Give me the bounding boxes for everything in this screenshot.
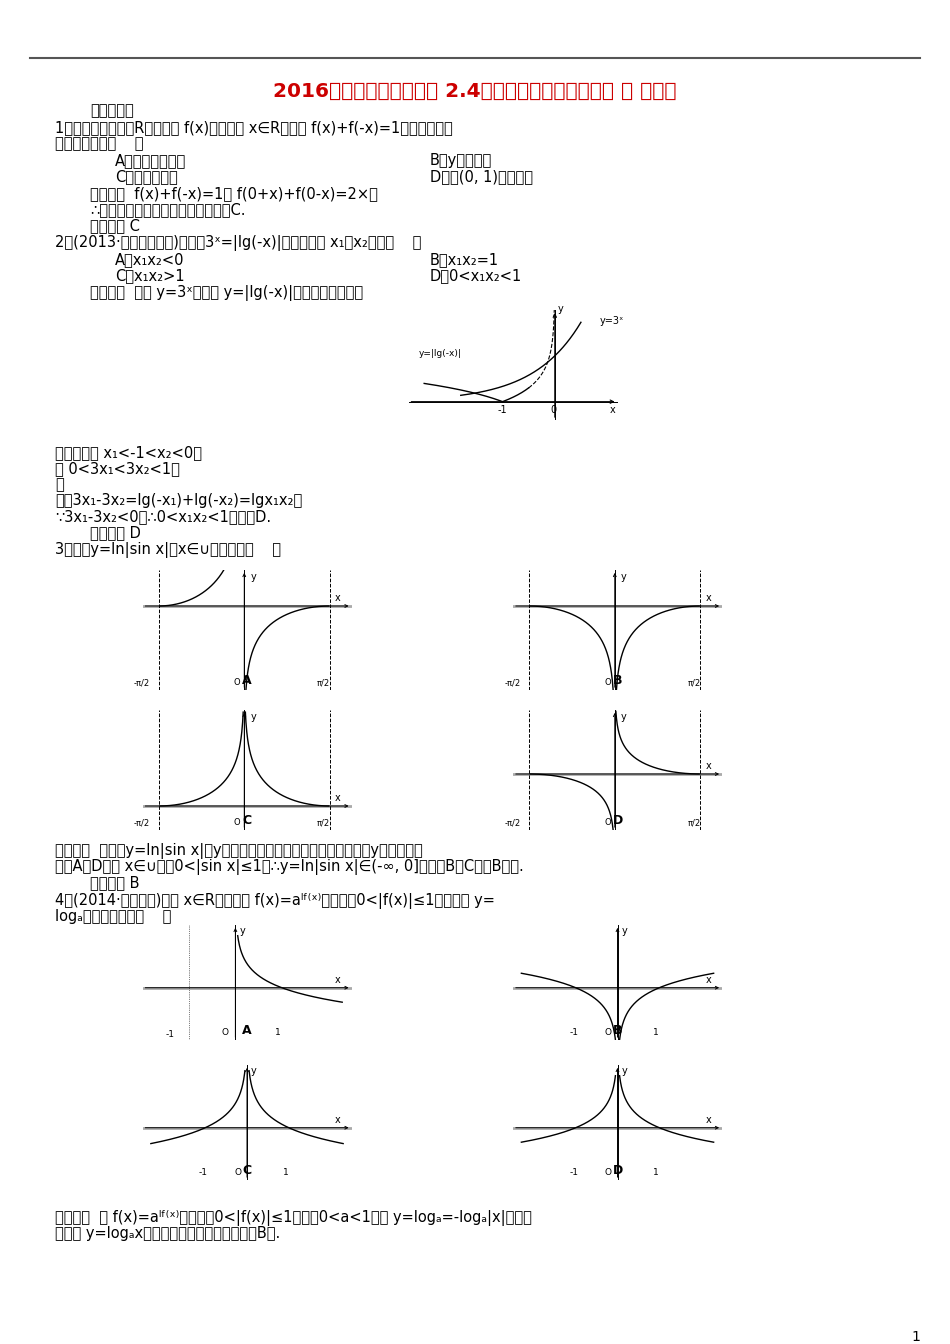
- Text: 1: 1: [911, 1331, 920, 1344]
- Text: 3．函数y=ln|sin x|，x∈∪的图象是（    ）: 3．函数y=ln|sin x|，x∈∪的图象是（ ）: [55, 542, 281, 558]
- Text: B: B: [613, 1024, 622, 1038]
- Text: x: x: [334, 593, 340, 603]
- Text: x: x: [705, 761, 711, 771]
- Text: y: y: [251, 711, 256, 722]
- Text: 0: 0: [551, 405, 557, 415]
- Text: A: A: [242, 1024, 252, 1038]
- Text: O: O: [604, 818, 611, 827]
- Text: 一、选择题: 一、选择题: [90, 103, 134, 118]
- Text: B: B: [613, 673, 622, 687]
- Text: O: O: [234, 818, 240, 827]
- Text: 1: 1: [653, 1028, 658, 1038]
- Text: x: x: [705, 1116, 711, 1125]
- Text: π/2: π/2: [688, 679, 701, 687]
- Text: ∵3x₁-3x₂<0，∴0<x₁x₂<1，故选D.: ∵3x₁-3x₂<0，∴0<x₁x₂<1，故选D.: [55, 509, 271, 524]
- Text: 1: 1: [653, 1168, 658, 1177]
- Text: 4．(2014·武汉模拟)若当 x∈R时，函数 f(x)=aˡᶠ⁽ˣ⁾始终满足0<|f(x)|≤1，则函数 y=: 4．(2014·武汉模拟)若当 x∈R时，函数 f(x)=aˡᶠ⁽ˣ⁾始终满足0…: [55, 892, 495, 909]
- Text: 则 0<3x₁<3x₂<1，: 则 0<3x₁<3x₂<1，: [55, 461, 180, 476]
- Text: y: y: [621, 1066, 627, 1077]
- Text: -π/2: -π/2: [504, 679, 521, 687]
- Text: 【解析】  由 f(x)=aˡᶠ⁽ˣ⁾始终满足0<|f(x)|≤1，可知0<a<1，且 y=logₐ=-logₐ|x|，即可: 【解析】 由 f(x)=aˡᶠ⁽ˣ⁾始终满足0<|f(x)|≤1，可知0<a<1…: [55, 1210, 532, 1226]
- Text: -π/2: -π/2: [504, 818, 521, 827]
- Text: y: y: [251, 1066, 256, 1077]
- Text: 以作出 y=logₐx的图象后通过变换得到，故选B项.: 以作出 y=logₐx的图象后通过变换得到，故选B项.: [55, 1226, 280, 1241]
- Text: 1: 1: [275, 1028, 280, 1038]
- Text: D．0<x₁x₂<1: D．0<x₁x₂<1: [430, 267, 522, 284]
- Text: -π/2: -π/2: [134, 818, 150, 827]
- Text: y: y: [558, 304, 563, 314]
- Text: -1: -1: [569, 1028, 579, 1038]
- Text: ∴函数图象关于点成中心对称，故选C.: ∴函数图象关于点成中心对称，故选C.: [90, 202, 245, 216]
- Text: -1: -1: [199, 1168, 208, 1177]
- Text: A: A: [242, 673, 252, 687]
- Text: D: D: [613, 1164, 622, 1177]
- Text: O: O: [605, 1168, 612, 1177]
- Text: 【答案】 C: 【答案】 C: [90, 218, 140, 233]
- Text: y=3ˣ: y=3ˣ: [599, 316, 623, 325]
- Text: A．原点中心对称: A．原点中心对称: [115, 153, 186, 168]
- Text: 【解析】  函数 y=3ˣ与函数 y=|lg(-x)|的图象如图所示，: 【解析】 函数 y=3ˣ与函数 y=|lg(-x)|的图象如图所示，: [90, 285, 363, 301]
- Text: 1．设定义在实数集R上的函数 f(x)，对任意 x∈R，都有 f(x)+f(-x)=1，则这个函数: 1．设定义在实数集R上的函数 f(x)，对任意 x∈R，都有 f(x)+f(-x…: [55, 120, 453, 134]
- Text: D．点(0, 1)中心对称: D．点(0, 1)中心对称: [430, 169, 533, 184]
- Text: x: x: [334, 1116, 340, 1125]
- Text: C: C: [242, 1164, 252, 1177]
- Text: 的图象必关于（    ）: 的图象必关于（ ）: [55, 136, 143, 151]
- Text: y: y: [621, 571, 627, 582]
- Text: O: O: [604, 679, 611, 687]
- Text: A．x₁x₂<0: A．x₁x₂<0: [115, 253, 184, 267]
- Text: x: x: [705, 976, 711, 985]
- Text: O: O: [234, 679, 240, 687]
- Text: C: C: [242, 814, 252, 827]
- Text: 2016届高考数学一轮复习 2.4函数的图象课时达标训练 文 湘教版: 2016届高考数学一轮复习 2.4函数的图象课时达标训练 文 湘教版: [274, 82, 676, 101]
- Text: O: O: [605, 1028, 612, 1038]
- Text: O: O: [235, 1168, 241, 1177]
- Text: 【答案】 B: 【答案】 B: [90, 875, 140, 890]
- Text: B．x₁x₂=1: B．x₁x₂=1: [430, 253, 499, 267]
- Text: π/2: π/2: [317, 679, 331, 687]
- Text: C．点中心对称: C．点中心对称: [115, 169, 178, 184]
- Text: y: y: [239, 926, 245, 937]
- Text: D: D: [613, 814, 622, 827]
- Text: 排除A、D，又 x∈∪时，0<|sin x|≤1，∴y=ln|sin x|∈(-∞, 0]，结合B、C知，B正确.: 排除A、D，又 x∈∪时，0<|sin x|≤1，∴y=ln|sin x|∈(-…: [55, 859, 523, 875]
- Text: y: y: [621, 926, 627, 937]
- Text: π/2: π/2: [688, 818, 701, 827]
- Text: π/2: π/2: [317, 818, 331, 827]
- Text: B．y轴轴对称: B．y轴轴对称: [430, 153, 492, 168]
- Text: y: y: [251, 571, 256, 582]
- Text: y=|lg(-x)|: y=|lg(-x)|: [419, 349, 462, 358]
- Text: x: x: [334, 976, 340, 985]
- Text: 2．(2013·天津河西模拟)设方程3ˣ=|lg(-x)|的两个根为 x₁，x₂，则（    ）: 2．(2013·天津河西模拟)设方程3ˣ=|lg(-x)|的两个根为 x₁，x₂…: [55, 235, 422, 251]
- Text: 且: 且: [55, 477, 64, 492]
- Text: x: x: [334, 793, 340, 804]
- Text: y: y: [621, 711, 627, 722]
- Text: -1: -1: [498, 405, 507, 415]
- Text: -1: -1: [569, 1168, 579, 1177]
- Text: -π/2: -π/2: [134, 679, 150, 687]
- Text: 【解析】  f(x)+f(-x)=1即 f(0+x)+f(0-x)=2×，: 【解析】 f(x)+f(-x)=1即 f(0+x)+f(0-x)=2×，: [90, 185, 378, 202]
- Text: -1: -1: [165, 1030, 175, 1039]
- Text: 由图示可设 x₁<-1<x₂<0，: 由图示可设 x₁<-1<x₂<0，: [55, 445, 202, 460]
- Text: 【答案】 D: 【答案】 D: [90, 526, 141, 540]
- Text: x: x: [705, 593, 711, 603]
- Text: C．x₁x₂>1: C．x₁x₂>1: [115, 267, 184, 284]
- Text: 1: 1: [282, 1168, 288, 1177]
- Text: logₐ的图象大致为（    ）: logₐ的图象大致为（ ）: [55, 909, 171, 925]
- Text: O: O: [221, 1028, 228, 1038]
- Text: 【解析】  由已知y=ln|sin x|得y是在定义域上的偶函数，其图象应关于y轴对称，故: 【解析】 由已知y=ln|sin x|得y是在定义域上的偶函数，其图象应关于y轴…: [55, 843, 423, 859]
- Text: 可得3x₁-3x₂=lg(-x₁)+lg(-x₂)=lgx₁x₂，: 可得3x₁-3x₂=lg(-x₁)+lg(-x₂)=lgx₁x₂，: [55, 493, 302, 508]
- Text: x: x: [610, 405, 616, 415]
